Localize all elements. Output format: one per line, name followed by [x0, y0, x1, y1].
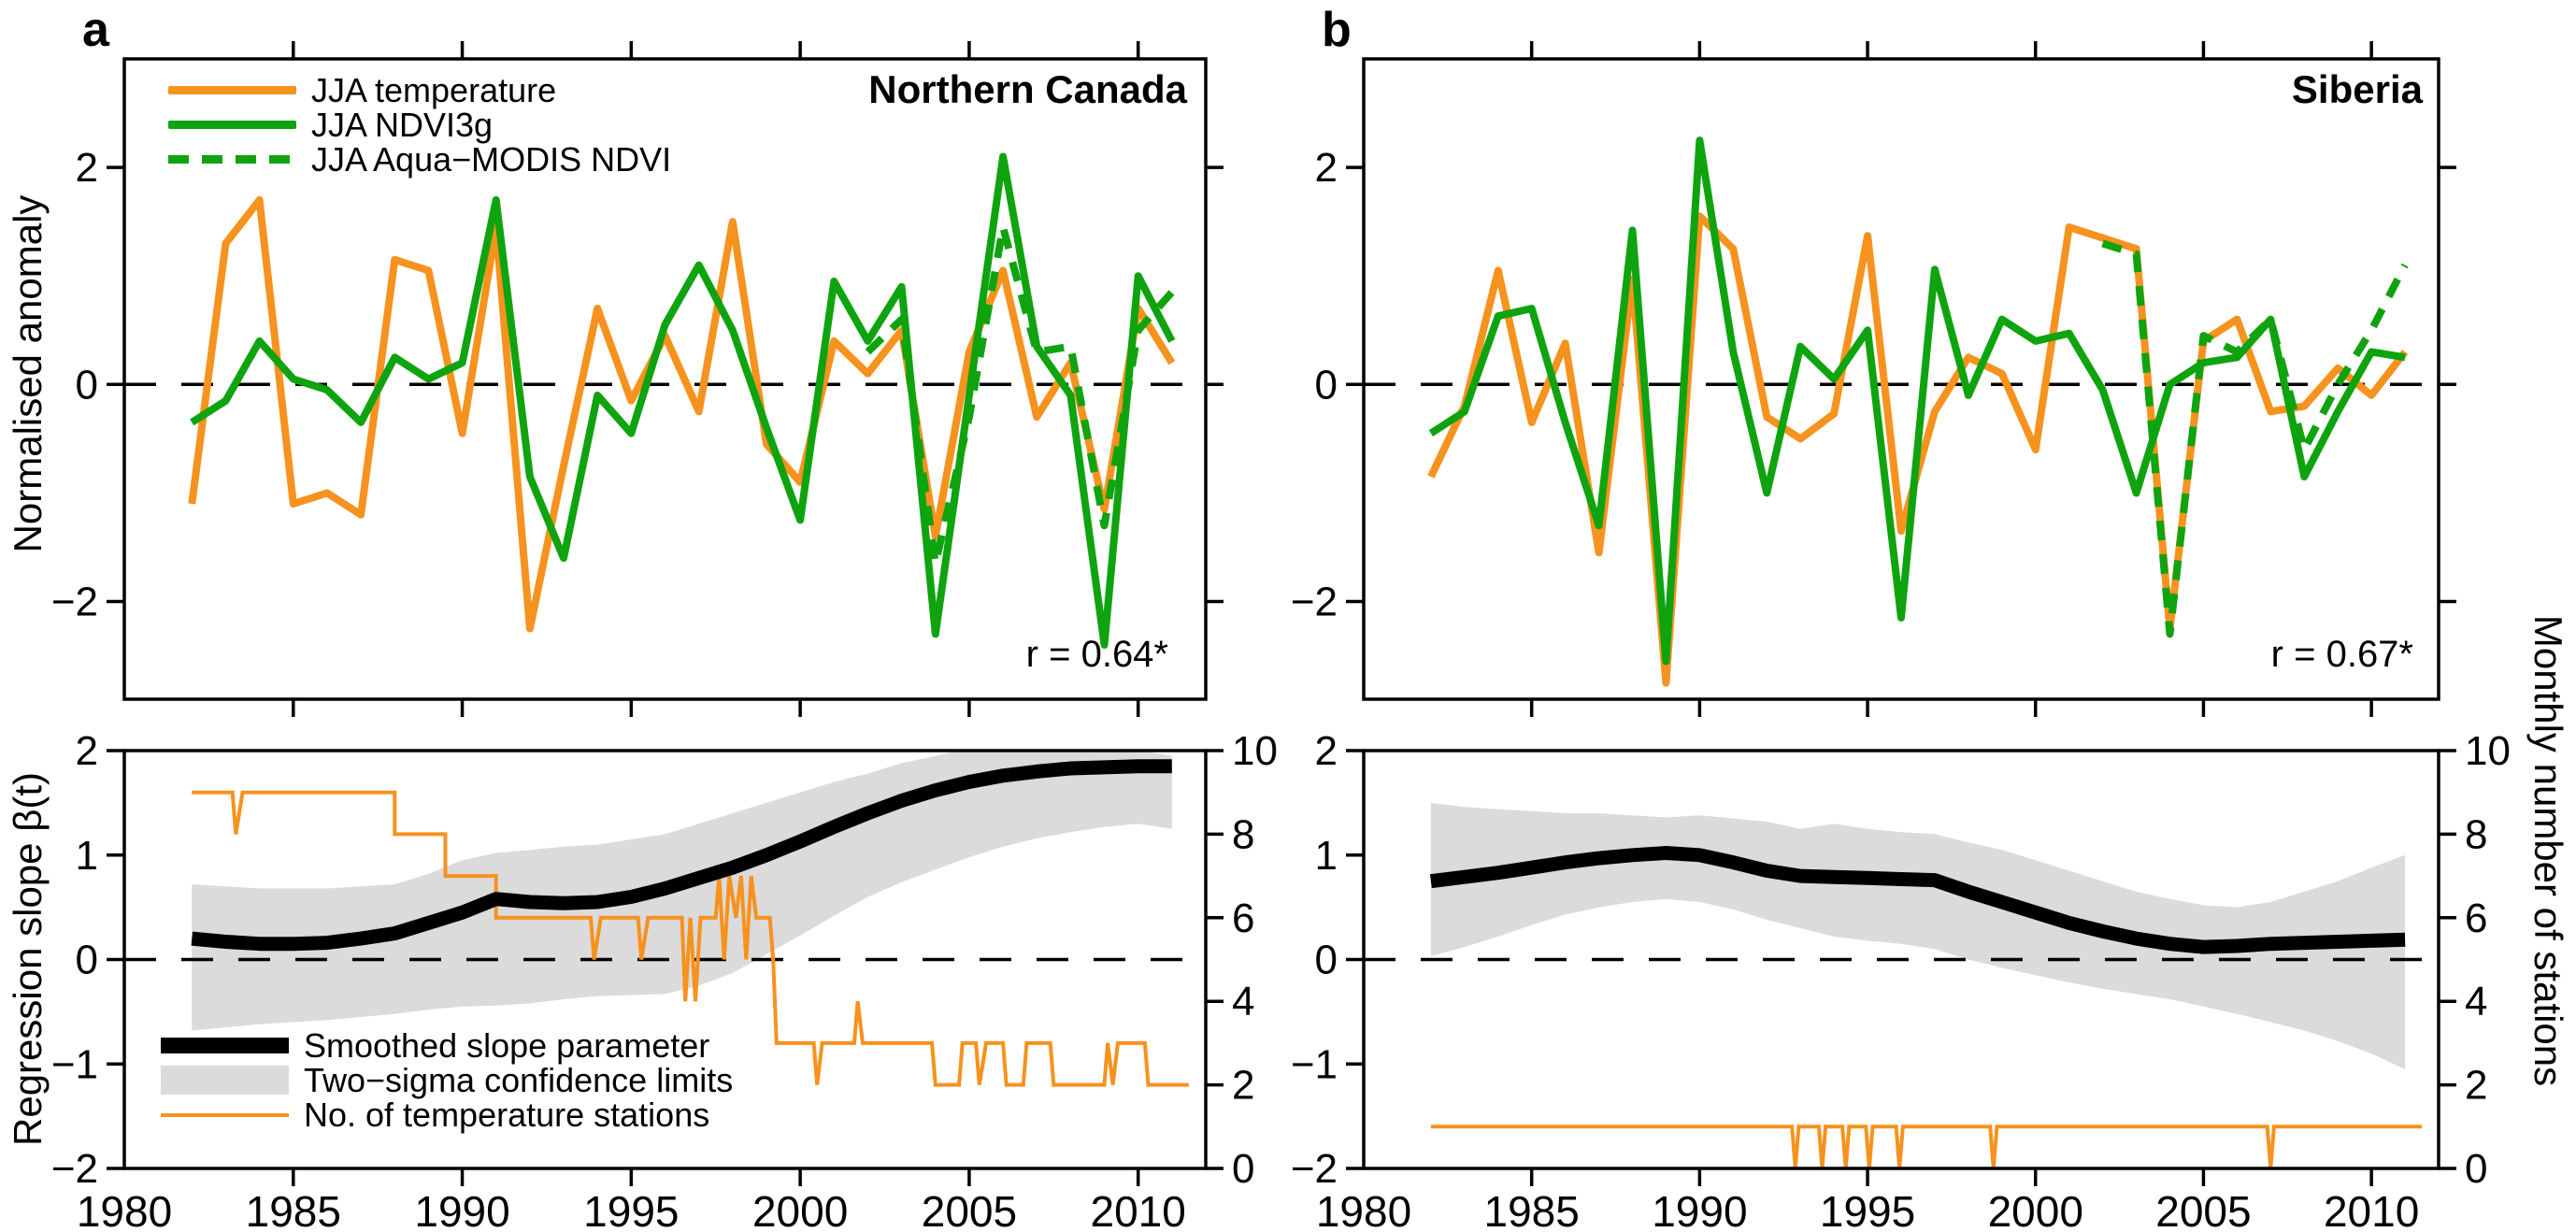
b_bottom-x-tick-label: 2010 — [2324, 1187, 2419, 1232]
b_top-y-tick-label: −2 — [1291, 580, 1338, 625]
confidence-band-swatch — [161, 1066, 289, 1095]
legend-label: Smoothed slope parameter — [304, 1025, 710, 1065]
temperature-line-swatch — [168, 86, 296, 94]
a_top-ndvi3g-line — [190, 152, 1176, 649]
ndvi3g-line-swatch — [168, 121, 296, 129]
legend-label: JJA temperature — [311, 70, 557, 109]
panel-a-correlation: r = 0.64* — [1025, 634, 1168, 675]
a_bottom-station-tick-label: 2 — [1232, 1063, 1254, 1109]
b_top-y-tick-label: 0 — [1315, 362, 1338, 408]
bottom-y-axis-label: Regression slope β(t) — [6, 772, 50, 1146]
b_bottom-x-tick-label: 1985 — [1484, 1187, 1580, 1232]
a_bottom-x-tick-label: 2010 — [1091, 1187, 1186, 1232]
b_bottom-x-tick-label: 2000 — [1988, 1187, 2083, 1232]
legend-item-confidence-limits: Two−sigma confidence limits — [161, 1060, 734, 1099]
b_bottom-station-tick-label: 4 — [2465, 979, 2487, 1024]
legend-top: JJA temperature JJA NDVI3g JJA Aqua−MODI… — [168, 70, 672, 179]
a_bottom-station-count-line — [192, 790, 1189, 1087]
smoothed-slope-swatch — [161, 1038, 289, 1053]
b_bottom-station-tick-label: 2 — [2465, 1063, 2487, 1109]
panel-b-correlation: r = 0.67* — [2270, 634, 2413, 675]
legend-label: JJA Aqua−MODIS NDVI — [311, 139, 672, 179]
a_bottom-station-tick-label: 10 — [1232, 728, 1278, 774]
b_bottom-smoothed-slope-line — [1429, 846, 2406, 954]
a_top-y-tick-label: 0 — [76, 362, 98, 408]
a_bottom-station-tick-label: 8 — [1232, 811, 1254, 857]
b_bottom-station-tick-label: 8 — [2465, 811, 2487, 857]
b_bottom-y-tick-label: 2 — [1315, 728, 1338, 774]
a_bottom-x-tick-label: 1995 — [583, 1187, 679, 1232]
panel-a-title: Northern Canada — [868, 67, 1187, 111]
b_bottom-station-count-line — [1430, 1125, 2422, 1168]
a_top-y-tick-label: 2 — [76, 145, 98, 191]
b_bottom-x-tick-label: 1990 — [1652, 1187, 1747, 1232]
a_top-panel-border — [122, 57, 1208, 701]
legend-item-modis-ndvi: JJA Aqua−MODIS NDVI — [168, 139, 672, 179]
a_bottom-smoothed-slope-line — [191, 759, 1172, 952]
legend-label: JJA NDVI3g — [311, 105, 494, 144]
a_bottom-station-tick-label: 0 — [1232, 1146, 1254, 1192]
legend-item-smoothed-slope: Smoothed slope parameter — [161, 1025, 733, 1065]
b_bottom-confidence-band — [1430, 802, 2406, 1069]
a_bottom-station-tick-label: 6 — [1232, 895, 1254, 941]
a_bottom-y-tick-label: 2 — [76, 728, 98, 774]
legend-label: No. of temperature stations — [304, 1095, 710, 1134]
legend-label: Two−sigma confidence limits — [304, 1060, 734, 1099]
a_top-modis-ndvi-line — [865, 223, 1175, 567]
b_bottom-station-tick-label: 0 — [2465, 1146, 2487, 1192]
a_bottom-y-tick-label: 1 — [76, 833, 98, 879]
b_bottom-y-tick-label: −2 — [1291, 1146, 1338, 1192]
b_top-modis-ndvi-line — [2101, 239, 2409, 638]
b_bottom-y-tick-label: 0 — [1315, 938, 1338, 983]
panel-b-letter: b — [1322, 3, 1352, 57]
a_top-y-tick-label: −2 — [51, 580, 98, 625]
b_bottom-station-tick-label: 10 — [2465, 728, 2511, 774]
a_bottom-x-tick-label: 1990 — [414, 1187, 509, 1232]
a_bottom-y-tick-label: −2 — [51, 1146, 98, 1192]
a_top-temperature-line — [188, 195, 1176, 633]
a_bottom-x-tick-label: 1980 — [77, 1187, 172, 1232]
legend-item-station-count: No. of temperature stations — [161, 1095, 733, 1134]
station-count-line-swatch — [161, 1112, 289, 1117]
a_bottom-x-tick-label: 2005 — [922, 1187, 1017, 1232]
b_bottom-x-tick-label: 1980 — [1316, 1187, 1411, 1232]
a_bottom-y-tick-label: 0 — [76, 938, 98, 983]
b_bottom-y-tick-label: 1 — [1315, 833, 1338, 879]
modis-dashed-line-swatch — [168, 155, 296, 164]
b_top-panel-border — [1362, 57, 2440, 701]
top-y-axis-label: Normalised anomaly — [6, 194, 50, 553]
legend-bottom: Smoothed slope parameter Two−sigma confi… — [161, 1025, 734, 1134]
legend-item-temperature: JJA temperature — [168, 70, 671, 109]
panel-b-title: Siberia — [2291, 67, 2423, 111]
a_bottom-x-tick-label: 2000 — [752, 1187, 848, 1232]
panel-a-letter: a — [82, 3, 109, 57]
b_bottom-x-tick-label: 2005 — [2155, 1187, 2251, 1232]
b_bottom-y-tick-label: −1 — [1291, 1041, 1338, 1087]
b_bottom-station-tick-label: 6 — [2465, 895, 2487, 941]
b_bottom-x-tick-label: 1995 — [1820, 1187, 1915, 1232]
legend-item-ndvi3g: JJA NDVI3g — [168, 105, 671, 144]
a_bottom-station-tick-label: 4 — [1232, 979, 1254, 1024]
right-y-axis-label: Monthly number of stations — [2526, 614, 2570, 1087]
a_bottom-x-tick-label: 1985 — [246, 1187, 341, 1232]
a_bottom-y-tick-label: −1 — [51, 1041, 98, 1087]
b_top-y-tick-label: 2 — [1315, 145, 1338, 191]
